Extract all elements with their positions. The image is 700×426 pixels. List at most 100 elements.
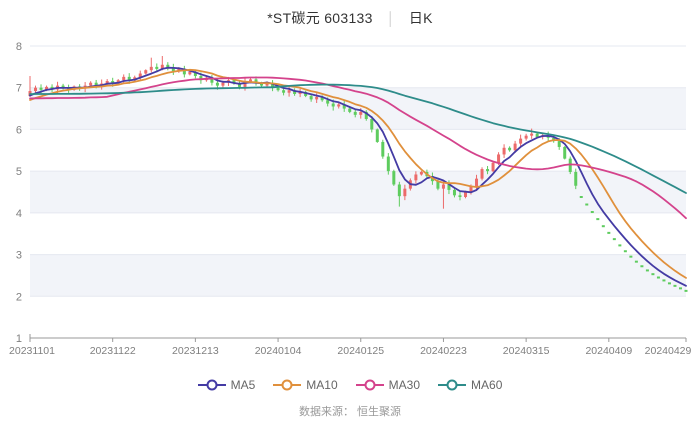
ma-line-ma30 [29,76,687,220]
limit-down-dash [662,279,666,282]
down-candle [364,111,368,119]
limit-down-dash [596,218,600,221]
down-candle [39,87,43,90]
down-candle [94,82,98,86]
legend-item-ma10[interactable]: MA10 [273,378,338,392]
svg-text:20240104: 20240104 [255,345,302,357]
limit-down-dash [590,211,594,214]
stock-title: *ST碳元 603133 [267,10,373,26]
up-candle [144,70,148,74]
down-candle [210,77,214,83]
limit-down-dash [579,196,583,199]
svg-text:2: 2 [16,291,22,303]
down-candle [447,184,451,190]
svg-text:20231101: 20231101 [9,345,55,357]
band-stripes [30,87,686,297]
up-candle [149,66,153,71]
up-candle [469,186,473,192]
data-source: 数据来源： 恒生聚源 [298,406,402,418]
down-candle [331,103,335,107]
svg-text:20240409: 20240409 [585,345,632,357]
legend-label: MA10 [306,378,338,392]
x-axis: 20231101 20231122 20231213 20240104 20240125… [9,334,692,357]
down-candle [458,195,462,198]
limit-down-dash [678,287,682,290]
chart-legend: MA5 MA10 MA30 MA60 [0,376,700,394]
down-candle [370,119,374,130]
legend-marker-icon [438,379,467,391]
up-candle [105,81,109,84]
limit-down-dash [612,238,616,241]
svg-text:20240125: 20240125 [337,345,384,357]
svg-text:20231122: 20231122 [90,345,136,357]
down-candle [353,111,357,115]
limit-down-dash [640,265,644,268]
down-candle [557,141,561,147]
svg-text:7: 7 [16,83,22,95]
up-candle [502,147,506,155]
down-candle [282,90,286,93]
down-candle [171,67,175,72]
down-candle [293,90,297,94]
up-candle [359,111,363,115]
limit-down-dash [607,231,611,234]
up-candle [530,133,534,136]
up-candle [34,87,38,92]
up-candle [160,64,164,69]
svg-text:20240429: 20240429 [645,345,692,357]
svg-text:20231213: 20231213 [172,345,219,357]
legend-marker-icon [273,379,302,391]
limit-down-dash [667,282,671,285]
down-candle [309,96,313,100]
title-separator: │ [386,11,395,26]
down-candle [260,82,264,86]
down-candle [326,100,330,104]
limit-down-dash [673,284,677,287]
limit-down-dash [651,273,655,276]
down-candle [563,146,567,159]
down-candle [342,104,346,109]
up-candle [491,162,495,172]
limit-down-dash [656,276,660,279]
chart-title-bar: *ST碳元 603133 │ 日K [0,8,700,28]
legend-marker-icon [197,379,226,391]
limit-down-dash [629,255,633,258]
down-candle [182,68,186,75]
up-candle [403,188,407,197]
limit-down-dash [684,289,688,292]
down-candle [271,83,275,88]
down-candle [568,158,572,172]
up-candle [497,154,501,163]
up-candle [221,82,225,86]
kline-chart[interactable]: 1 2 3 4 5 6 7 8 20231101 20231122 20231213 20240104… [0,0,700,370]
up-candle [243,81,247,87]
up-candle [519,138,523,144]
svg-text:4: 4 [16,208,22,220]
up-candle [441,184,445,189]
up-candle [475,178,479,187]
legend-label: MA5 [230,378,256,392]
up-candle [463,192,467,198]
ma-line-ma10 [29,68,687,279]
legend-item-ma60[interactable]: MA60 [438,378,502,392]
down-candle [535,133,539,137]
down-candle [348,108,352,112]
down-candle [199,76,203,81]
down-candle [375,129,379,142]
down-candle [508,147,512,151]
down-candle [61,85,65,88]
up-candle [177,68,181,72]
up-candle [513,143,517,151]
svg-text:20240315: 20240315 [503,345,550,357]
svg-text:6: 6 [16,124,22,136]
down-candle [232,80,236,84]
legend-item-ma30[interactable]: MA30 [355,378,421,392]
legend-label: MA30 [388,378,421,392]
limit-down-dash [601,225,605,228]
down-candle [397,184,401,197]
legend-label: MA60 [471,378,503,392]
down-candle [254,79,258,83]
legend-item-ma5[interactable]: MA5 [197,378,256,392]
up-candle [89,82,93,86]
limit-down-dash [585,203,589,206]
